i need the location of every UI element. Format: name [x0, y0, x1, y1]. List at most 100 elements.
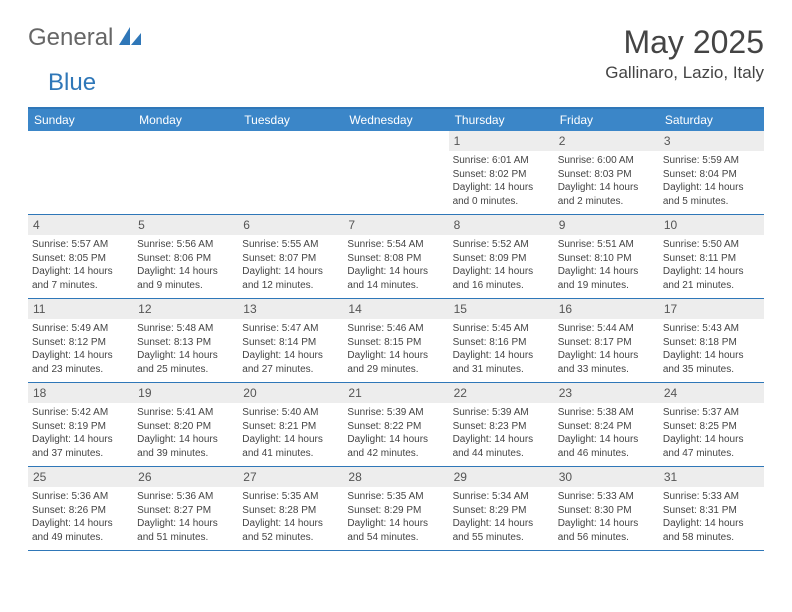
day-details: Sunrise: 5:45 AMSunset: 8:16 PMDaylight:… [453, 322, 550, 376]
day-number: 11 [28, 299, 133, 319]
day-details: Sunrise: 5:57 AMSunset: 8:05 PMDaylight:… [32, 238, 129, 292]
month-title: May 2025 [605, 24, 764, 61]
calendar-cell: 29 Sunrise: 5:34 AMSunset: 8:29 PMDayligh… [449, 467, 554, 550]
calendar-cell: 10 Sunrise: 5:50 AMSunset: 8:11 PMDayligh… [659, 215, 764, 298]
title-block: May 2025 Gallinaro, Lazio, Italy [605, 24, 764, 83]
day-number: 12 [133, 299, 238, 319]
calendar-cell: 30Sunrise: 5:33 AMSunset: 8:30 PMDayligh… [554, 467, 659, 550]
day-number: 14 [343, 299, 448, 319]
calendar-cell: 21 Sunrise: 5:39 AMSunset: 8:22 PMDayligh… [343, 383, 448, 466]
day-details: Sunrise: 5:55 AMSunset: 8:07 PMDaylight:… [242, 238, 339, 292]
calendar-cell: 28 Sunrise: 5:35 AMSunset: 8:29 PMDayligh… [343, 467, 448, 550]
day-details: Sunrise: 5:35 AMSunset: 8:28 PMDaylight:… [242, 490, 339, 544]
day-number: 23 [554, 383, 659, 403]
day-number: 9 [554, 215, 659, 235]
day-number: 7 [343, 215, 448, 235]
calendar-cell: 19 Sunrise: 5:41 AMSunset: 8:20 PMDayligh… [133, 383, 238, 466]
day-details: Sunrise: 5:33 AMSunset: 8:30 PMDaylight:… [558, 490, 655, 544]
logo-text-2: Blue [48, 69, 96, 96]
day-number: 13 [238, 299, 343, 319]
day-details: Sunrise: 5:39 AMSunset: 8:23 PMDaylight:… [453, 406, 550, 460]
day-details: Sunrise: 5:33 AMSunset: 8:31 PMDaylight:… [663, 490, 760, 544]
calendar-cell: 12 Sunrise: 5:48 AMSunset: 8:13 PMDayligh… [133, 299, 238, 382]
calendar-cell: 6 Sunrise: 5:55 AMSunset: 8:07 PMDaylight… [238, 215, 343, 298]
day-details: Sunrise: 6:00 AMSunset: 8:03 PMDaylight:… [558, 154, 655, 208]
calendar-cell: 23 Sunrise: 5:38 AMSunset: 8:24 PMDayligh… [554, 383, 659, 466]
calendar-cell: 13 Sunrise: 5:47 AMSunset: 8:14 PMDayligh… [238, 299, 343, 382]
day-number: 10 [659, 215, 764, 235]
weekday-sun: Sunday [28, 109, 133, 131]
day-number: 31 [659, 467, 764, 487]
weekday-wed: Wednesday [343, 109, 448, 131]
calendar-week: 1 Sunrise: 6:01 AMSunset: 8:02 PMDaylight… [28, 131, 764, 215]
calendar-cell: 1 Sunrise: 6:01 AMSunset: 8:02 PMDaylight… [449, 131, 554, 214]
calendar-cell: 2 Sunrise: 6:00 AMSunset: 8:03 PMDaylight… [554, 131, 659, 214]
day-number: 20 [238, 383, 343, 403]
logo: General [28, 24, 145, 52]
weekday-sat: Saturday [659, 109, 764, 131]
weekday-fri: Friday [554, 109, 659, 131]
day-details: Sunrise: 5:38 AMSunset: 8:24 PMDaylight:… [558, 406, 655, 460]
day-number: 21 [343, 383, 448, 403]
day-details: Sunrise: 5:49 AMSunset: 8:12 PMDaylight:… [32, 322, 129, 376]
calendar-cell: 9 Sunrise: 5:51 AMSunset: 8:10 PMDaylight… [554, 215, 659, 298]
weeks-container: 1 Sunrise: 6:01 AMSunset: 8:02 PMDaylight… [28, 131, 764, 551]
calendar-cell [238, 131, 343, 214]
calendar-cell: 7Sunrise: 5:54 AMSunset: 8:08 PMDaylight… [343, 215, 448, 298]
day-number: 28 [343, 467, 448, 487]
calendar-week: 4 Sunrise: 5:57 AMSunset: 8:05 PMDaylight… [28, 215, 764, 299]
day-number: 5 [133, 215, 238, 235]
calendar-cell: 25 Sunrise: 5:36 AMSunset: 8:26 PMDayligh… [28, 467, 133, 550]
day-number: 25 [28, 467, 133, 487]
day-details: Sunrise: 5:48 AMSunset: 8:13 PMDaylight:… [137, 322, 234, 376]
day-details: Sunrise: 5:35 AMSunset: 8:29 PMDaylight:… [347, 490, 444, 544]
day-number: 6 [238, 215, 343, 235]
calendar-cell: 5Sunrise: 5:56 AMSunset: 8:06 PMDaylight… [133, 215, 238, 298]
day-details: Sunrise: 5:34 AMSunset: 8:29 PMDaylight:… [453, 490, 550, 544]
calendar-week: 11 Sunrise: 5:49 AMSunset: 8:12 PMDayligh… [28, 299, 764, 383]
day-details: Sunrise: 5:50 AMSunset: 8:11 PMDaylight:… [663, 238, 760, 292]
day-number: 8 [449, 215, 554, 235]
calendar-cell [133, 131, 238, 214]
calendar-cell: 8Sunrise: 5:52 AMSunset: 8:09 PMDaylight… [449, 215, 554, 298]
calendar: Sunday Monday Tuesday Wednesday Thursday… [28, 107, 764, 551]
location: Gallinaro, Lazio, Italy [605, 63, 764, 83]
day-number: 18 [28, 383, 133, 403]
weekday-header: Sunday Monday Tuesday Wednesday Thursday… [28, 109, 764, 131]
calendar-cell: 14 Sunrise: 5:46 AMSunset: 8:15 PMDayligh… [343, 299, 448, 382]
calendar-week: 18 Sunrise: 5:42 AMSunset: 8:19 PMDayligh… [28, 383, 764, 467]
day-number: 27 [238, 467, 343, 487]
sail-icon [117, 25, 143, 52]
calendar-cell: 17 Sunrise: 5:43 AMSunset: 8:18 PMDayligh… [659, 299, 764, 382]
day-details: Sunrise: 5:36 AMSunset: 8:27 PMDaylight:… [137, 490, 234, 544]
day-details: Sunrise: 5:41 AMSunset: 8:20 PMDaylight:… [137, 406, 234, 460]
calendar-cell [343, 131, 448, 214]
day-details: Sunrise: 6:01 AMSunset: 8:02 PMDaylight:… [453, 154, 550, 208]
day-number: 4 [28, 215, 133, 235]
day-details: Sunrise: 5:42 AMSunset: 8:19 PMDaylight:… [32, 406, 129, 460]
day-details: Sunrise: 5:51 AMSunset: 8:10 PMDaylight:… [558, 238, 655, 292]
day-details: Sunrise: 5:39 AMSunset: 8:22 PMDaylight:… [347, 406, 444, 460]
day-details: Sunrise: 5:37 AMSunset: 8:25 PMDaylight:… [663, 406, 760, 460]
day-number: 15 [449, 299, 554, 319]
day-number: 29 [449, 467, 554, 487]
calendar-cell: 24 Sunrise: 5:37 AMSunset: 8:25 PMDayligh… [659, 383, 764, 466]
day-number: 17 [659, 299, 764, 319]
day-number: 2 [554, 131, 659, 151]
weekday-thu: Thursday [449, 109, 554, 131]
day-number: 24 [659, 383, 764, 403]
logo-text-1: General [28, 24, 113, 52]
day-details: Sunrise: 5:43 AMSunset: 8:18 PMDaylight:… [663, 322, 760, 376]
calendar-cell: 22Sunrise: 5:39 AMSunset: 8:23 PMDayligh… [449, 383, 554, 466]
calendar-cell: 27 Sunrise: 5:35 AMSunset: 8:28 PMDayligh… [238, 467, 343, 550]
day-details: Sunrise: 5:46 AMSunset: 8:15 PMDaylight:… [347, 322, 444, 376]
calendar-cell: 31 Sunrise: 5:33 AMSunset: 8:31 PMDayligh… [659, 467, 764, 550]
day-details: Sunrise: 5:47 AMSunset: 8:14 PMDaylight:… [242, 322, 339, 376]
day-number: 3 [659, 131, 764, 151]
day-number: 16 [554, 299, 659, 319]
day-details: Sunrise: 5:36 AMSunset: 8:26 PMDaylight:… [32, 490, 129, 544]
day-number: 26 [133, 467, 238, 487]
calendar-cell: 15 Sunrise: 5:45 AMSunset: 8:16 PMDayligh… [449, 299, 554, 382]
day-number: 1 [449, 131, 554, 151]
day-number: 19 [133, 383, 238, 403]
